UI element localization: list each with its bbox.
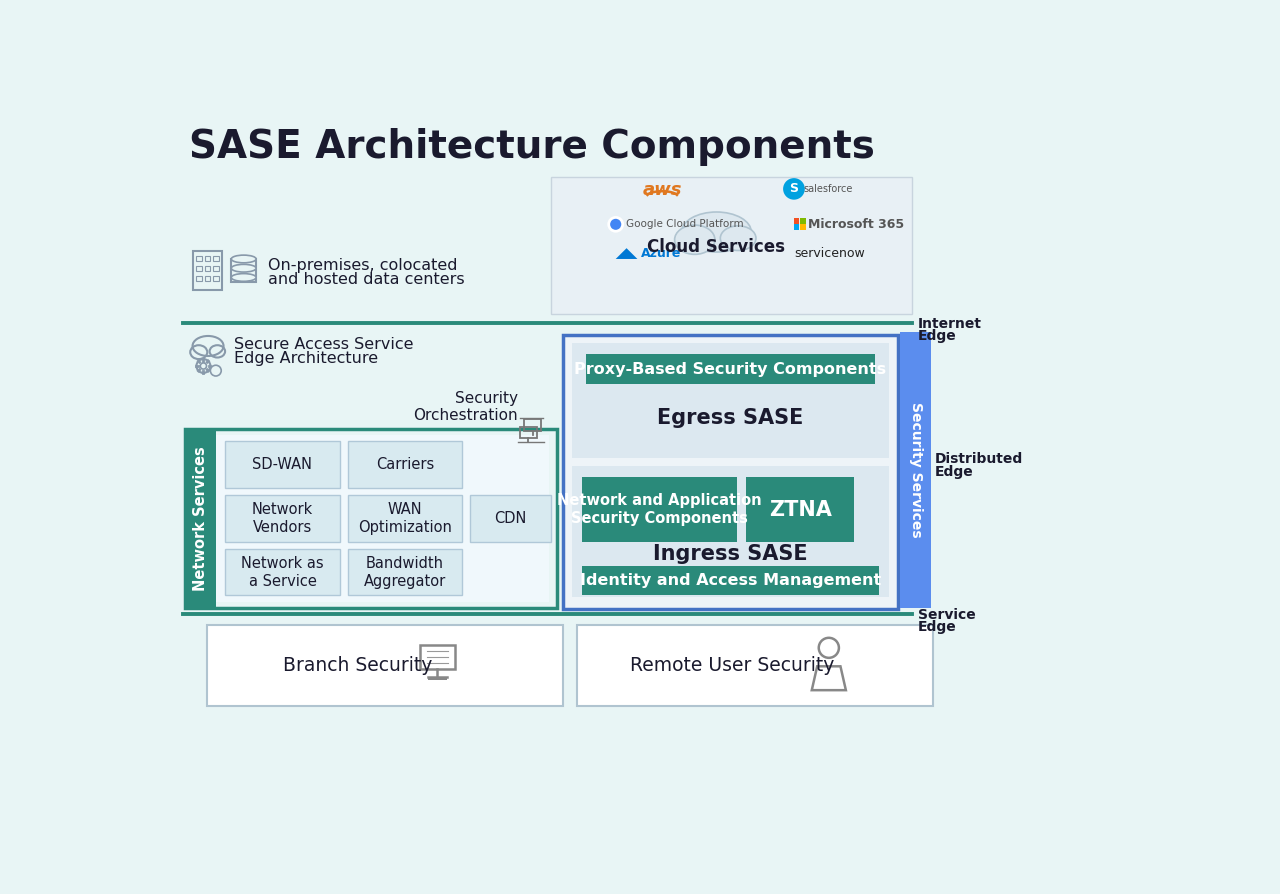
Text: SD-WAN: SD-WAN	[252, 457, 312, 472]
Text: Network Services: Network Services	[193, 446, 207, 591]
Text: Proxy-Based Security Components: Proxy-Based Security Components	[575, 361, 887, 376]
Bar	[586, 354, 874, 384]
Bar	[794, 218, 800, 224]
Text: Edge: Edge	[918, 329, 956, 343]
Bar	[581, 477, 736, 543]
Text: Identity and Access Management: Identity and Access Management	[580, 573, 881, 588]
Text: Network as
a Service: Network as a Service	[241, 556, 324, 588]
Text: ZTNA: ZTNA	[769, 500, 832, 519]
Bar	[225, 442, 339, 487]
Bar	[348, 549, 462, 595]
Text: Edge Architecture: Edge Architecture	[234, 350, 378, 366]
Ellipse shape	[232, 274, 256, 282]
Text: Distributed: Distributed	[934, 452, 1023, 467]
Bar	[205, 276, 210, 282]
Bar	[225, 549, 339, 595]
Bar	[348, 442, 462, 487]
Text: Azure: Azure	[640, 247, 681, 260]
Bar	[184, 429, 216, 608]
Bar	[196, 256, 202, 261]
Text: Edge: Edge	[934, 465, 974, 478]
Bar	[800, 218, 805, 224]
Text: servicenow: servicenow	[794, 247, 865, 260]
Polygon shape	[616, 249, 637, 259]
Ellipse shape	[721, 226, 756, 250]
Text: Edge: Edge	[918, 620, 956, 634]
Bar	[470, 495, 552, 542]
Bar	[184, 429, 557, 608]
Text: Network and Application
Security Components: Network and Application Security Compone…	[557, 493, 762, 526]
Bar	[225, 495, 339, 542]
Text: S: S	[790, 182, 799, 196]
Text: Internet: Internet	[918, 316, 982, 331]
Bar	[216, 435, 549, 602]
Ellipse shape	[232, 265, 256, 272]
Bar	[196, 266, 202, 271]
Circle shape	[609, 217, 622, 232]
Text: CDN: CDN	[494, 511, 527, 526]
Text: WAN
Optimization: WAN Optimization	[358, 502, 452, 535]
Bar	[205, 256, 210, 261]
Text: Carriers: Carriers	[376, 457, 434, 472]
Ellipse shape	[681, 212, 751, 252]
Text: Egress SASE: Egress SASE	[657, 409, 804, 428]
Circle shape	[783, 178, 805, 199]
Bar	[800, 224, 805, 230]
Bar	[520, 426, 536, 438]
Bar	[232, 259, 256, 283]
Bar	[206, 625, 563, 705]
Text: Google Cloud Platform: Google Cloud Platform	[626, 219, 744, 230]
Text: Remote User Security: Remote User Security	[630, 655, 835, 675]
Text: and hosted data centers: and hosted data centers	[269, 272, 465, 287]
Text: Network
Vendors: Network Vendors	[252, 502, 314, 535]
Text: Ingress SASE: Ingress SASE	[653, 544, 808, 564]
Bar	[428, 677, 447, 680]
Bar	[525, 419, 541, 431]
Text: salesforce: salesforce	[804, 184, 852, 194]
Bar	[196, 276, 202, 282]
Bar	[563, 335, 897, 609]
Bar	[214, 266, 219, 271]
Bar	[205, 266, 210, 271]
Text: Cloud Services: Cloud Services	[648, 239, 786, 257]
Text: Security
Orchestration: Security Orchestration	[413, 391, 518, 423]
Text: On-premises, colocated: On-premises, colocated	[269, 258, 458, 274]
Bar	[794, 224, 800, 230]
Text: Service: Service	[918, 608, 975, 622]
Text: Bandwidth
Aggregator: Bandwidth Aggregator	[364, 556, 445, 588]
Text: SASE Architecture Components: SASE Architecture Components	[189, 129, 876, 166]
Bar	[746, 477, 855, 543]
Bar	[214, 276, 219, 282]
Bar	[192, 251, 221, 290]
Bar	[581, 566, 879, 595]
Bar	[214, 256, 219, 261]
Bar	[900, 332, 931, 608]
Text: Secure Access Service: Secure Access Service	[234, 337, 413, 351]
Bar	[420, 645, 454, 670]
Text: aws: aws	[643, 181, 682, 199]
Bar	[552, 177, 911, 314]
Bar	[572, 466, 888, 597]
Bar	[348, 495, 462, 542]
Text: Microsoft 365: Microsoft 365	[808, 218, 904, 231]
Ellipse shape	[232, 255, 256, 263]
Bar	[572, 343, 888, 459]
Text: Security Services: Security Services	[909, 402, 923, 538]
Text: Branch Security: Branch Security	[283, 655, 433, 675]
Bar	[577, 625, 933, 705]
Ellipse shape	[675, 225, 716, 255]
